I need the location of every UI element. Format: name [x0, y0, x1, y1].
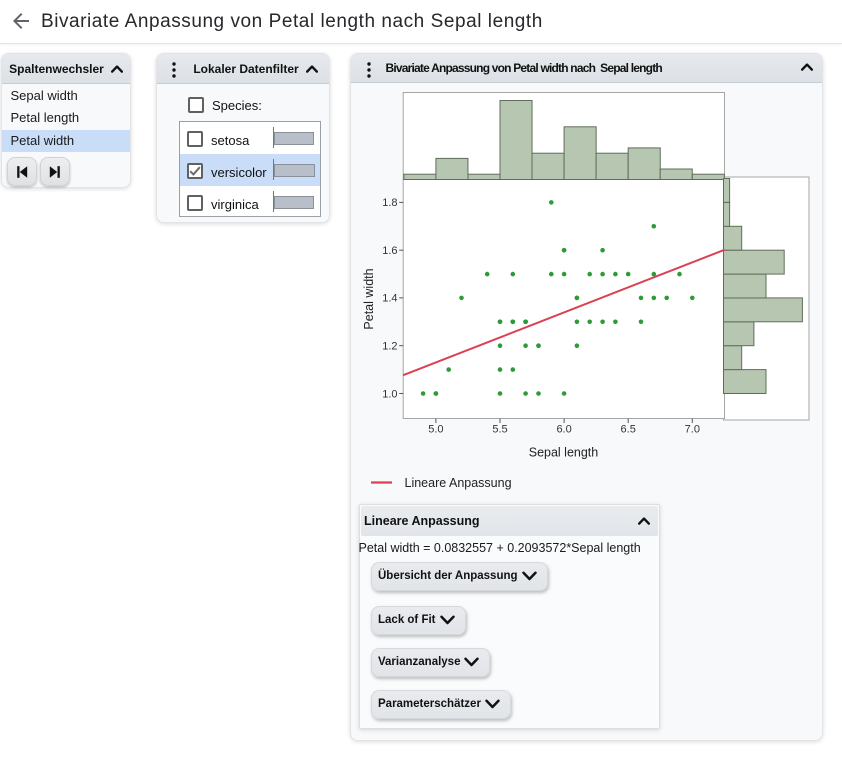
svg-text:Petal width: Petal width — [362, 268, 376, 329]
svg-text:1.2: 1.2 — [382, 341, 397, 353]
svg-text:7.0: 7.0 — [685, 424, 700, 436]
svg-text:1.8: 1.8 — [382, 197, 397, 209]
svg-text:1.4: 1.4 — [382, 293, 397, 305]
svg-text:5.0: 5.0 — [428, 424, 443, 436]
svg-text:1.6: 1.6 — [382, 245, 397, 257]
svg-text:Lineare Anpassung: Lineare Anpassung — [405, 476, 512, 490]
svg-text:5.5: 5.5 — [492, 424, 507, 436]
svg-text:6.5: 6.5 — [621, 424, 636, 436]
svg-text:1.0: 1.0 — [382, 388, 397, 400]
svg-text:6.0: 6.0 — [556, 424, 571, 436]
svg-text:Sepal length: Sepal length — [529, 446, 599, 460]
